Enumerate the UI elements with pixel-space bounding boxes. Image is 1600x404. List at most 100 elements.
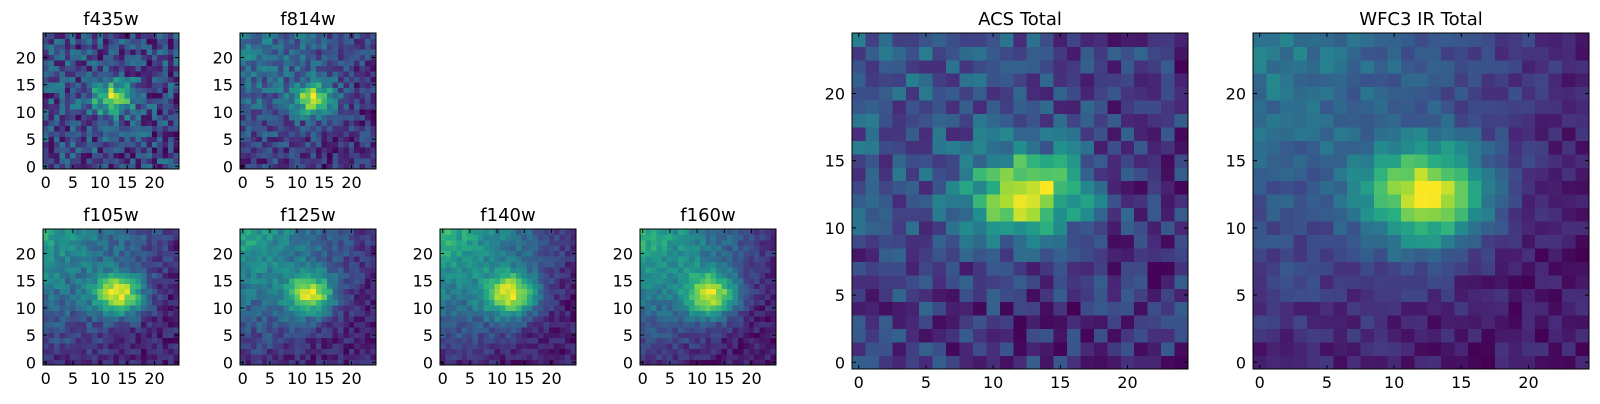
pixel-cell xyxy=(103,104,109,110)
pixel-cell xyxy=(500,349,506,355)
pixel-cell xyxy=(711,332,717,338)
pixel-cell xyxy=(70,343,76,349)
pixel-cell xyxy=(765,245,771,251)
pixel-cell xyxy=(933,356,947,370)
pixel-cell xyxy=(732,338,738,344)
pixel-cell xyxy=(316,98,322,104)
pixel-cell xyxy=(59,283,65,289)
pixel-cell xyxy=(516,294,522,300)
pixel-cell xyxy=(360,125,366,131)
pixel-cell xyxy=(365,245,371,251)
pixel-cell xyxy=(1522,208,1536,222)
pixel-cell xyxy=(716,305,722,311)
pixel-cell xyxy=(1455,275,1469,289)
pixel-cell xyxy=(43,104,49,110)
pixel-cell xyxy=(70,251,76,257)
pixel-cell xyxy=(130,262,136,268)
pixel-cell xyxy=(81,321,87,327)
pixel-cell xyxy=(103,251,109,257)
pixel-cell xyxy=(146,82,152,88)
pixel-cell xyxy=(484,332,490,338)
pixel-cell xyxy=(157,147,163,153)
pixel-cell xyxy=(549,354,555,360)
pixel-cell xyxy=(538,349,544,355)
y-tick-label: 20 xyxy=(16,48,36,67)
pixel-cell xyxy=(445,273,451,279)
pixel-cell xyxy=(305,316,311,322)
pixel-cell xyxy=(152,158,158,164)
pixel-cell xyxy=(65,82,71,88)
x-tick-label: 0 xyxy=(438,369,448,388)
pixel-cell xyxy=(565,283,571,289)
pixel-cell xyxy=(240,273,246,279)
pixel-cell xyxy=(119,267,125,273)
pixel-cell xyxy=(135,262,141,268)
pixel-cell xyxy=(1320,181,1334,195)
pixel-cell xyxy=(1121,302,1135,316)
pixel-cell xyxy=(1107,248,1121,262)
pixel-cell xyxy=(168,240,174,246)
pixel-cell xyxy=(108,316,114,322)
pixel-cell xyxy=(262,278,268,284)
pixel-cell xyxy=(451,294,457,300)
pixel-cell xyxy=(48,87,54,93)
pixel-cell xyxy=(1148,73,1162,87)
pixel-cell xyxy=(87,349,93,355)
pixel-cell xyxy=(700,229,706,235)
pixel-cell xyxy=(262,82,268,88)
pixel-cell xyxy=(54,273,60,279)
pixel-cell xyxy=(538,262,544,268)
pixel-cell xyxy=(81,267,87,273)
pixel-cell xyxy=(267,300,273,306)
pixel-cell xyxy=(689,321,695,327)
pixel-cell xyxy=(294,289,300,295)
pixel-cell xyxy=(538,327,544,333)
pixel-cell xyxy=(684,327,690,333)
pixel-cell xyxy=(1013,73,1027,87)
pixel-cell xyxy=(1000,275,1014,289)
pixel-cell xyxy=(505,354,511,360)
pixel-cell xyxy=(879,302,893,316)
pixel-cell xyxy=(343,142,349,148)
pixel-cell xyxy=(1107,127,1121,141)
pixel-cell xyxy=(141,305,147,311)
pixel-cell xyxy=(892,141,906,155)
pixel-cell xyxy=(81,262,87,268)
pixel-cell xyxy=(157,120,163,126)
pixel-cell xyxy=(1013,208,1027,222)
pixel-cell xyxy=(1401,235,1415,249)
pixel-cell xyxy=(146,120,152,126)
pixel-cell xyxy=(511,273,517,279)
pixel-cell xyxy=(354,283,360,289)
pixel-cell xyxy=(135,60,141,66)
pixel-cell xyxy=(146,38,152,44)
pixel-cell xyxy=(667,349,673,355)
pixel-cell xyxy=(667,256,673,262)
pixel-cell xyxy=(478,349,484,355)
pixel-cell xyxy=(108,229,114,235)
pixel-cell xyxy=(960,87,974,101)
pixel-cell xyxy=(81,147,87,153)
pixel-cell xyxy=(251,125,257,131)
pixel-cell xyxy=(549,283,555,289)
pixel-cell xyxy=(332,33,338,39)
pixel-cell xyxy=(343,289,349,295)
pixel-cell xyxy=(522,251,528,257)
pixel-cell xyxy=(97,234,103,240)
pixel-cell xyxy=(684,332,690,338)
pixel-cell xyxy=(327,104,333,110)
pixel-cell xyxy=(108,142,114,148)
pixel-cell xyxy=(532,294,538,300)
pixel-cell xyxy=(294,294,300,300)
pixel-cell xyxy=(349,60,355,66)
pixel-cell xyxy=(130,338,136,344)
pixel-cell xyxy=(1013,356,1027,370)
pixel-cell xyxy=(267,125,273,131)
pixel-cell xyxy=(360,305,366,311)
y-tick-label: 10 xyxy=(413,299,433,318)
pixel-cell xyxy=(97,305,103,311)
pixel-cell xyxy=(1307,261,1321,275)
pixel-cell xyxy=(1253,181,1267,195)
pixel-cell xyxy=(119,240,125,246)
pixel-cell xyxy=(973,154,987,168)
